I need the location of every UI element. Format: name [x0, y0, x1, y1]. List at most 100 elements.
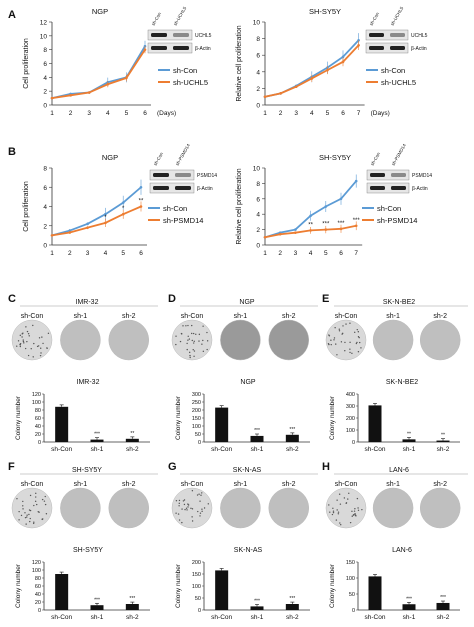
y-tick-label: 2: [256, 86, 260, 93]
y-tick-label: 100: [346, 428, 355, 434]
blot-lane-label: sh-PSMD14: [391, 143, 408, 167]
significance-mark: ***: [322, 222, 330, 228]
y-tick-label: 8: [256, 181, 260, 188]
legend-label: sh-PSMD14: [163, 216, 203, 225]
colony-dot: [359, 341, 361, 344]
x-tick-label: 2: [279, 110, 283, 117]
colony-dot: [201, 508, 203, 510]
significance-mark: *: [122, 206, 125, 212]
colony-dot: [337, 511, 340, 513]
bar-chart-title: IMR-32: [77, 379, 100, 386]
blot-lane-label: sh-Con: [151, 11, 163, 26]
blot-lane-label: sh-Con: [369, 11, 381, 26]
colony-dot: [178, 502, 180, 505]
plate-image: [108, 319, 150, 361]
bar-chart-title: SK-N-AS: [234, 547, 263, 554]
colony-dot: [347, 498, 349, 500]
colony-dot: [198, 333, 201, 336]
y-tick-label: 8: [43, 166, 47, 173]
y-axis-label: Relative cell proliferation: [236, 168, 243, 244]
colony-dot: [38, 337, 41, 339]
colony-dot: [338, 328, 341, 330]
colony-dot: [178, 505, 180, 507]
data-point: [354, 179, 358, 183]
significance-mark: **: [139, 199, 144, 205]
colony-dot: [207, 503, 210, 505]
y-tick-label: 120: [32, 392, 41, 398]
y-tick-label: 100: [32, 400, 41, 406]
data-point: [87, 91, 91, 94]
colony-dot: [39, 354, 42, 357]
colony-dot: [29, 509, 32, 512]
colony-dot: [334, 327, 336, 329]
x-tick-label: 3: [87, 110, 91, 117]
colony-dot: [201, 492, 203, 494]
colony-dot: [183, 499, 186, 501]
colony-dot: [206, 331, 208, 334]
colony-dot: [41, 518, 43, 520]
x-tick-label: sh-Con: [51, 446, 72, 453]
y-axis-label: Colony number: [15, 563, 22, 608]
colony-dot: [35, 496, 37, 498]
chart-title: SH-SY5Y: [319, 153, 351, 162]
colony-dot: [337, 513, 340, 515]
colony-dot: [178, 519, 181, 521]
x-tick-label: 4: [104, 250, 108, 257]
y-tick-label: 10: [253, 166, 261, 173]
x-tick-label: 6: [143, 110, 147, 117]
y-tick-label: 100: [192, 584, 201, 590]
x-tick-label: 1: [263, 110, 267, 117]
x-tick-label: 1: [263, 250, 267, 257]
blot-row-label: PSMD14: [197, 173, 217, 179]
colony-dot: [187, 339, 189, 341]
colony-dot: [29, 520, 31, 523]
blot-strip: [149, 169, 195, 181]
colony-dot: [328, 504, 330, 506]
data-point: [68, 229, 72, 232]
panel-letter-H: H: [322, 461, 330, 473]
plate-image: [11, 319, 53, 361]
significance-mark: ***: [337, 221, 345, 227]
colony-dot: [181, 521, 183, 524]
plate-label: sh-1: [74, 313, 88, 320]
x-tick-label: 4: [309, 250, 313, 257]
y-tick-label: 50: [349, 592, 355, 598]
y-tick-label: 10: [40, 33, 48, 40]
data-point: [125, 76, 128, 80]
y-tick-label: 4: [43, 204, 47, 211]
plate-image: [268, 319, 310, 361]
data-point: [354, 224, 358, 228]
plate-image: [220, 319, 261, 361]
legend-label: sh-UCHL5: [173, 78, 208, 87]
data-point: [50, 234, 54, 237]
plate-image: [11, 487, 53, 529]
colony-dot: [24, 512, 26, 514]
colony-dot: [345, 502, 348, 504]
colony-dot: [26, 516, 28, 518]
colony-dot: [187, 506, 189, 508]
colony-dot: [335, 519, 338, 521]
colony-dot: [33, 504, 35, 507]
x-tick-label: sh-2: [126, 614, 139, 621]
colony-dot: [327, 343, 330, 345]
blot-strip: [147, 42, 193, 54]
colony-dot: [29, 494, 32, 497]
x-tick-label: sh-1: [91, 614, 104, 621]
colony-panel-C: IMR-32 sh-Con sh-1 sh-2 IMR-32 0 20 40 60 80 100 12…: [11, 299, 158, 453]
colony-dot: [46, 347, 48, 350]
legend-label: sh-Con: [381, 66, 405, 75]
bar: [215, 570, 229, 610]
plate-title: SH-SY5Y: [72, 467, 102, 474]
x-tick-label: 7: [357, 110, 361, 117]
x-tick-label: 5: [326, 110, 330, 117]
y-tick-label: 40: [35, 424, 41, 430]
bar: [368, 576, 382, 610]
x-tick-label: sh-1: [403, 614, 416, 621]
blot-band: [153, 186, 169, 190]
colony-dot: [197, 510, 199, 513]
x-tick-label: sh-Con: [51, 614, 72, 621]
plate-label: sh-1: [74, 481, 88, 488]
